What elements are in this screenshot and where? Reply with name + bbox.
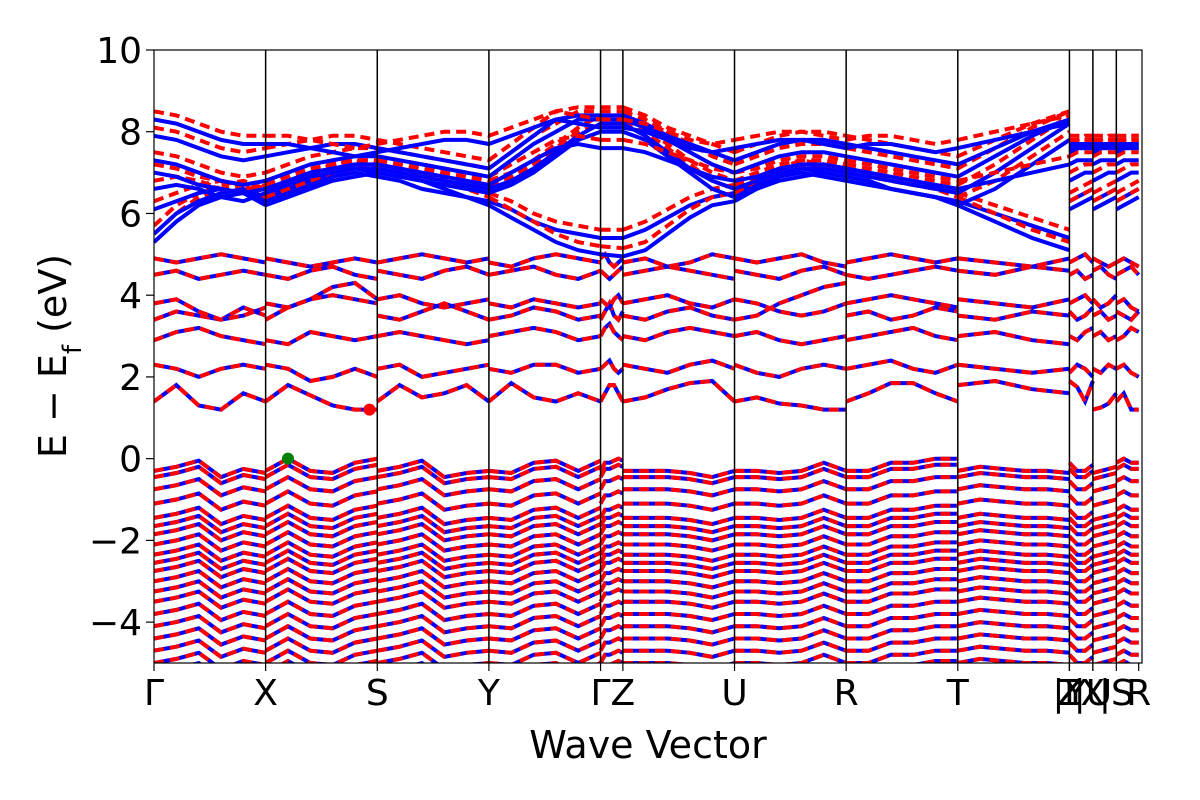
y-tick-label-3: 2 xyxy=(119,358,142,399)
x-tick-label-4: Γ xyxy=(591,673,611,714)
x-tick-label-12: |U xyxy=(1074,673,1112,714)
y-axis-title-unit: (eV) xyxy=(31,254,75,345)
band-0-17-down xyxy=(154,636,1139,660)
x-axis-title: Wave Vector xyxy=(529,723,767,767)
x-tick-label-6: U xyxy=(721,673,747,714)
y-tick-label-7: 10 xyxy=(96,31,142,72)
plot-frame xyxy=(153,49,1143,664)
x-tick-label-3: Y xyxy=(477,673,501,714)
band-0-4-down xyxy=(154,503,1139,527)
x-axis-ticks: Γ X S Y Γ Z U R T Z|YT|UX|SR xyxy=(144,663,1151,714)
band-11-0-up xyxy=(154,121,1139,204)
band-0-1-down xyxy=(154,462,1139,486)
band-0-16-down xyxy=(154,623,1139,647)
x-tick-label-2: S xyxy=(366,673,389,714)
x-tick-label-5: Z xyxy=(611,673,636,714)
band-0-5-down xyxy=(154,511,1139,535)
band-7-0-down xyxy=(154,251,1140,270)
x-tick-label-14: |S xyxy=(1099,673,1134,714)
band-0-3-down xyxy=(154,489,1139,513)
x-tick-label-8: T xyxy=(946,673,970,714)
band-15-0-up xyxy=(154,117,1139,159)
y-tick-label-4: 4 xyxy=(119,276,142,317)
x-tick-label-11: T xyxy=(1057,673,1081,714)
x-tick-label-7: R xyxy=(834,673,859,714)
band-0-2-down xyxy=(154,474,1139,498)
x-tick-label-1: X xyxy=(253,673,278,714)
x-tick-label-15: R xyxy=(1126,673,1151,714)
band-14-0-down xyxy=(154,105,1139,163)
y-tick-label-1: −2 xyxy=(89,521,142,562)
band-15-0-down xyxy=(154,109,1139,151)
band-14-0-up xyxy=(154,113,1139,171)
y-tick-label-0: −4 xyxy=(89,603,142,644)
x-tick-label-0: Γ xyxy=(144,673,164,714)
band-6-0-down xyxy=(154,264,1141,282)
y-tick-label-6: 8 xyxy=(119,113,142,154)
band-2-0-down xyxy=(154,357,1140,384)
x-tick-label-13: X xyxy=(1081,673,1106,714)
band-edge-markers xyxy=(281,403,376,465)
band-11-0-down xyxy=(154,113,1139,196)
plot-area xyxy=(154,50,1141,663)
band-0-19-down xyxy=(191,658,1139,663)
band-0-10-down xyxy=(154,556,1139,580)
band-0-18-down xyxy=(154,648,1139,663)
band-0-0-down xyxy=(154,456,1139,480)
y-axis-title: E − Ef (eV) xyxy=(31,254,88,458)
y-tick-label-2: 0 xyxy=(119,440,142,481)
y-axis-ticks: −4 −2 0 2 4 6 8 10 xyxy=(89,31,154,644)
marker-0 xyxy=(281,452,294,465)
x-tick-label-9: Z xyxy=(1057,673,1082,714)
marker-1 xyxy=(363,403,376,416)
band-5-0-down xyxy=(154,291,1140,322)
y-axis-title-main: E − E xyxy=(31,354,75,458)
band-0-8-down xyxy=(154,540,1139,564)
band-0-15-down xyxy=(154,611,1139,635)
y-axis-title-subscript: f xyxy=(58,344,88,354)
band-3-0-down xyxy=(154,320,1140,347)
kpoint-boundary-lines xyxy=(264,50,1118,663)
band-0-7-down xyxy=(154,529,1139,553)
band-0-11-down xyxy=(154,566,1139,590)
band-0-19-up xyxy=(191,658,1139,663)
x-tick-label-10: |Y xyxy=(1052,673,1087,714)
low-energy-bands xyxy=(154,251,1141,663)
high-energy-bands xyxy=(154,105,1140,259)
band-0-12-down xyxy=(154,576,1139,600)
y-tick-label-5: 6 xyxy=(119,194,142,235)
band-0-14-down xyxy=(154,599,1139,623)
band-0-6-down xyxy=(154,519,1139,543)
band-1-0-down xyxy=(154,378,1139,412)
band-0-9-down xyxy=(154,548,1139,572)
band-0-13-down xyxy=(154,587,1139,611)
